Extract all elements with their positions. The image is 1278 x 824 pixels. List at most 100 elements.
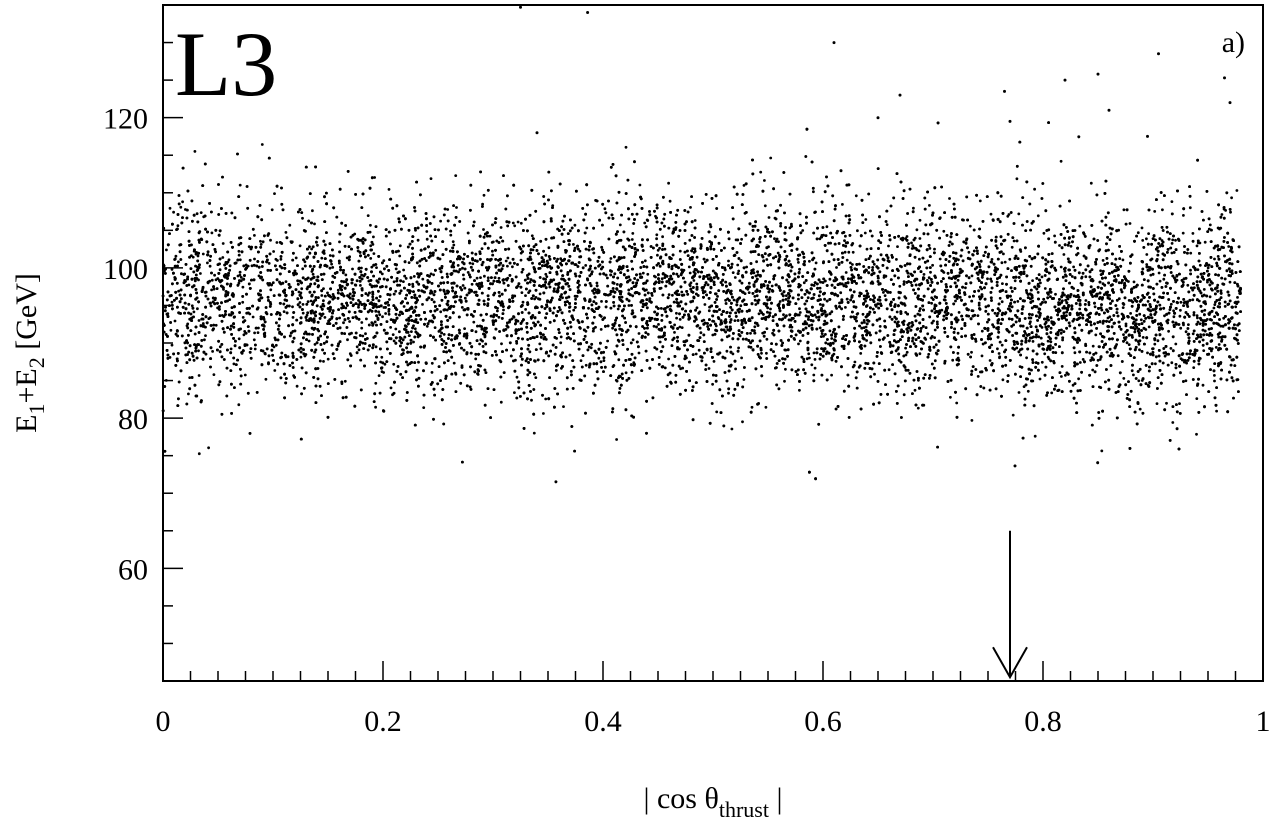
data-point: [1013, 279, 1017, 283]
data-point: [328, 254, 332, 257]
data-point: [853, 332, 857, 336]
data-point: [993, 311, 997, 315]
data-point: [907, 242, 910, 246]
data-point: [532, 431, 536, 435]
data-point: [970, 274, 974, 278]
data-point: [842, 334, 846, 338]
data-point: [736, 263, 740, 267]
data-point: [416, 238, 420, 242]
data-point: [964, 286, 967, 290]
data-point: [452, 243, 456, 247]
data-point: [1049, 344, 1052, 348]
data-point: [1215, 409, 1218, 413]
data-point: [180, 272, 183, 276]
data-point: [853, 360, 857, 364]
data-point: [197, 319, 201, 322]
data-point: [168, 206, 172, 210]
data-point: [382, 371, 385, 374]
data-point: [918, 218, 922, 222]
data-point: [1122, 333, 1125, 336]
data-point: [835, 307, 838, 310]
data-point: [433, 326, 437, 329]
data-point: [572, 243, 575, 246]
data-point: [415, 368, 419, 372]
data-point: [904, 311, 908, 314]
data-point: [630, 238, 634, 241]
data-point: [715, 410, 719, 414]
data-point: [812, 351, 816, 355]
data-point: [1199, 335, 1203, 339]
data-point: [1031, 340, 1035, 343]
data-point: [388, 298, 391, 301]
data-point: [336, 288, 340, 292]
data-point: [366, 214, 370, 218]
data-point: [528, 280, 532, 284]
data-point: [701, 288, 705, 292]
data-point: [468, 261, 472, 265]
data-point: [712, 360, 716, 363]
data-point: [394, 289, 398, 293]
data-point: [1228, 280, 1232, 284]
data-point: [398, 244, 402, 248]
data-point: [519, 221, 523, 225]
data-point: [452, 361, 456, 365]
data-point: [1127, 343, 1131, 346]
data-point: [940, 308, 944, 312]
data-point: [1196, 268, 1200, 271]
data-point: [730, 427, 734, 431]
data-point: [1189, 268, 1192, 272]
data-point: [1099, 269, 1102, 273]
data-point: [357, 299, 360, 302]
data-point: [655, 233, 659, 237]
data-point: [747, 291, 751, 294]
data-point: [737, 269, 741, 273]
data-point: [797, 342, 800, 346]
data-point: [1235, 189, 1239, 192]
data-point: [197, 374, 201, 377]
data-point: [593, 315, 596, 319]
data-point: [499, 400, 503, 404]
data-point: [688, 271, 692, 275]
data-point: [872, 294, 875, 298]
data-point: [1139, 318, 1143, 322]
data-point: [896, 245, 899, 249]
data-point: [695, 282, 699, 286]
data-point: [274, 343, 278, 347]
data-point: [927, 352, 931, 356]
data-point: [174, 254, 178, 258]
data-point: [547, 246, 551, 250]
data-point: [587, 306, 590, 310]
data-point: [1223, 305, 1227, 308]
data-point: [1040, 326, 1044, 329]
data-point: [631, 232, 635, 235]
data-point: [851, 263, 854, 266]
data-point: [1171, 421, 1175, 424]
data-point: [767, 216, 771, 219]
data-point: [172, 210, 176, 214]
data-point: [745, 265, 748, 269]
data-point: [1138, 312, 1142, 316]
data-point: [1174, 238, 1177, 242]
data-point: [563, 300, 567, 304]
data-point: [307, 339, 311, 343]
data-point: [899, 264, 902, 268]
data-point: [1107, 320, 1111, 323]
data-point: [196, 254, 200, 258]
data-point: [600, 300, 603, 303]
data-point: [1100, 449, 1104, 453]
data-point: [733, 319, 737, 322]
data-point: [673, 331, 676, 334]
data-point: [496, 309, 499, 313]
data-point: [429, 272, 433, 276]
data-point: [1174, 342, 1178, 346]
data-point: [250, 264, 254, 268]
data-point: [478, 342, 481, 346]
data-point: [1121, 306, 1125, 309]
data-point: [340, 279, 343, 283]
data-point: [303, 260, 307, 264]
data-point: [497, 276, 501, 280]
data-point: [366, 293, 370, 297]
data-point: [741, 420, 744, 424]
data-point: [430, 371, 434, 374]
data-point: [1213, 257, 1216, 261]
